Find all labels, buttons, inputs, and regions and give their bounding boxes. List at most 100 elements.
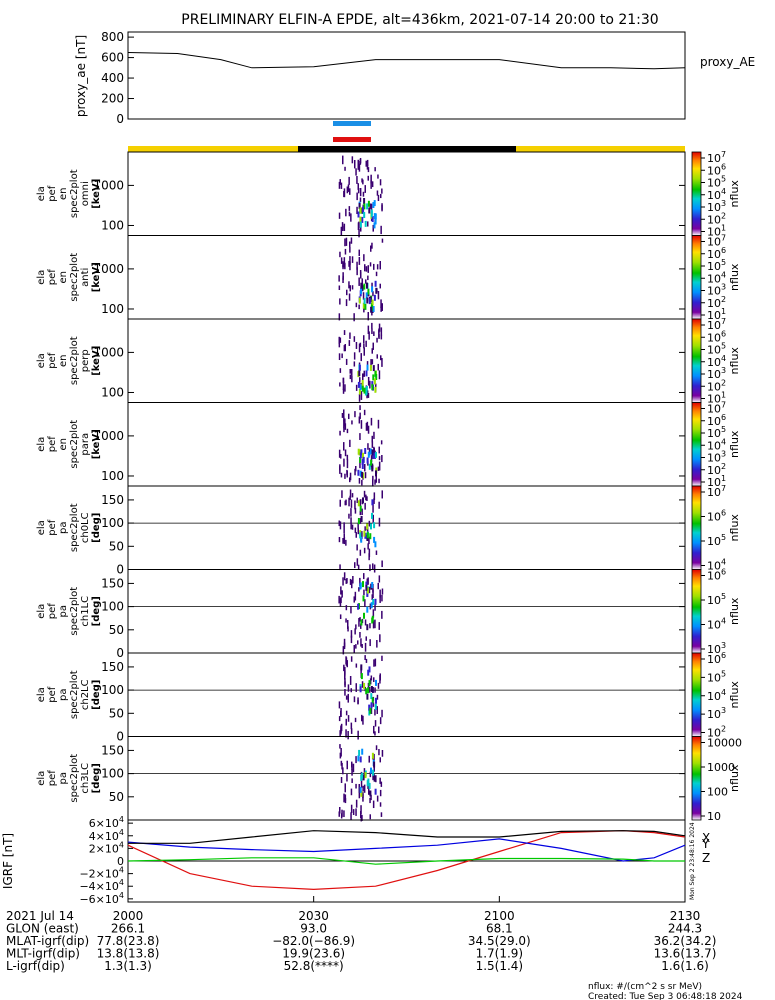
data-mark (374, 709, 376, 716)
data-mark (344, 473, 346, 479)
data-mark (379, 261, 381, 270)
data-mark (371, 328, 373, 334)
data-mark (367, 778, 370, 785)
igrf-tick-label: 2×104 (89, 840, 124, 855)
data-mark (355, 466, 357, 472)
data-mark (344, 248, 347, 255)
data-mark (361, 618, 364, 624)
x-cell: 93.0 (300, 922, 327, 936)
data-mark (338, 212, 341, 219)
colorbar-label: nflux (728, 681, 741, 709)
data-mark (370, 459, 373, 466)
panel-ylabel: elapefpaspec2plotch3LC[deg] (36, 754, 102, 803)
data-mark (364, 502, 366, 510)
data-mark (362, 794, 364, 802)
x-row-label: GLON (east) (6, 922, 79, 936)
data-mark (356, 176, 358, 184)
data-mark (369, 623, 371, 629)
data-mark (372, 773, 374, 781)
data-mark (340, 454, 342, 459)
data-mark (372, 342, 374, 350)
y-tick-label: 100 (101, 516, 124, 530)
data-mark (374, 731, 376, 736)
data-mark (355, 384, 358, 391)
data-mark (341, 590, 343, 598)
data-mark (368, 782, 371, 789)
spectrogram-panel: 1000100elapefenspec2plotpara[keV]1071061… (36, 401, 741, 490)
igrf-tick-label: 6×104 (89, 815, 124, 830)
data-mark (381, 188, 383, 194)
colorbar-tick-label: 106 (707, 651, 726, 666)
data-mark (366, 496, 368, 501)
igrf-tick-label: −4×104 (79, 878, 124, 893)
data-mark (344, 384, 346, 392)
data-mark (361, 458, 364, 465)
data-mark (381, 560, 383, 568)
data-mark (355, 808, 357, 816)
data-mark (342, 646, 345, 655)
data-mark (347, 731, 349, 740)
data-mark (349, 495, 351, 500)
data-mark (370, 708, 373, 714)
panel-frame (127, 485, 686, 570)
spectrogram-panel: 150 100 50 0 elapefpaspec2plotch1LC[deg] 106 1… (36, 568, 741, 661)
y-tick-label: 150 (101, 743, 124, 757)
data-mark (353, 645, 355, 654)
data-mark (341, 490, 343, 498)
data-mark (342, 577, 344, 586)
data-mark (342, 155, 344, 163)
data-mark (346, 660, 348, 668)
data-mark (381, 655, 383, 661)
data-mark (350, 237, 353, 244)
data-mark (358, 789, 361, 799)
igrf-tick-label: −6×104 (79, 891, 124, 906)
data-mark (362, 302, 365, 309)
data-mark (366, 527, 369, 536)
data-mark (343, 345, 346, 352)
data-mark (374, 386, 377, 393)
data-mark (381, 594, 383, 602)
data-mark (378, 726, 380, 734)
data-mark (361, 471, 364, 478)
data-mark (381, 238, 384, 243)
data-mark (372, 563, 374, 570)
colorbar (691, 402, 702, 487)
data-mark (343, 525, 345, 534)
data-mark (372, 769, 375, 776)
data-mark (363, 490, 366, 498)
panel-frame (127, 736, 686, 821)
data-mark (351, 420, 353, 425)
sunlight-segment (128, 146, 298, 152)
igrf-tick-label: 0 (117, 855, 124, 868)
data-mark (376, 706, 378, 714)
igrf-line-x (127, 830, 686, 891)
x-cell: 52.8(****) (284, 959, 344, 973)
data-mark (368, 536, 370, 545)
data-mark (362, 774, 365, 781)
proxy-ae-panel: 800 600 400 200 0 proxy_AE proxy_ae [nT] (74, 30, 755, 126)
x-cell: 2100 (484, 909, 515, 923)
data-mark (367, 312, 369, 321)
colorbar (691, 569, 702, 654)
data-mark (373, 536, 376, 543)
igrf-line-total (128, 830, 686, 844)
data-mark (345, 605, 348, 611)
data-mark (357, 522, 359, 529)
data-mark (358, 364, 361, 371)
colorbar-tick-label: 1000 (707, 761, 735, 774)
panel-frame (127, 569, 686, 654)
spectrogram-panel: 1000100elapefenspec2plotperp[keV]1071061… (36, 317, 741, 406)
data-mark (367, 682, 370, 690)
data-mark (359, 632, 361, 638)
spectrogram-data (338, 322, 383, 402)
data-mark (379, 789, 382, 797)
data-mark (380, 440, 383, 445)
data-mark (364, 472, 367, 479)
data-mark (342, 264, 344, 270)
data-mark (359, 197, 362, 203)
data-mark (338, 595, 340, 604)
data-mark (373, 431, 375, 439)
data-mark (378, 622, 380, 630)
data-mark (370, 174, 372, 184)
data-mark (367, 221, 369, 227)
